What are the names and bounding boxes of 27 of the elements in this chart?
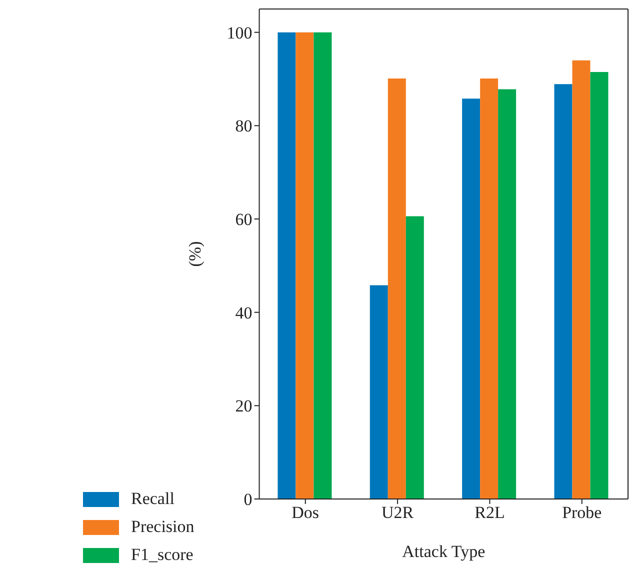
bar (554, 84, 572, 499)
bar (388, 78, 406, 499)
y-tick-label: 20 (235, 396, 252, 416)
bar (406, 216, 424, 499)
bar (278, 32, 296, 499)
x-tick-label: R2L (474, 503, 505, 522)
bar (498, 89, 516, 499)
bar (462, 98, 480, 499)
y-tick-label: 40 (235, 303, 252, 322)
legend-label: F1_score (131, 545, 194, 565)
x-tick-label: Dos (292, 503, 320, 522)
x-tick-label: U2R (381, 503, 414, 522)
y-tick-label: 80 (235, 116, 252, 136)
y-tick-label: 60 (235, 210, 252, 230)
legend-label: Precision (131, 517, 194, 537)
bar (314, 32, 332, 499)
x-tick-label: Probe (562, 503, 602, 522)
bar (480, 78, 498, 499)
y-axis-title: (%) (185, 241, 204, 267)
bar (572, 60, 590, 499)
y-tick-label: 100 (226, 23, 252, 42)
bar (296, 32, 314, 499)
bar (370, 285, 388, 499)
x-axis-title: Attack Type (402, 542, 486, 561)
y-tick-label: 0 (244, 490, 252, 510)
bar (590, 72, 608, 499)
legend-label: Recall (131, 489, 174, 509)
